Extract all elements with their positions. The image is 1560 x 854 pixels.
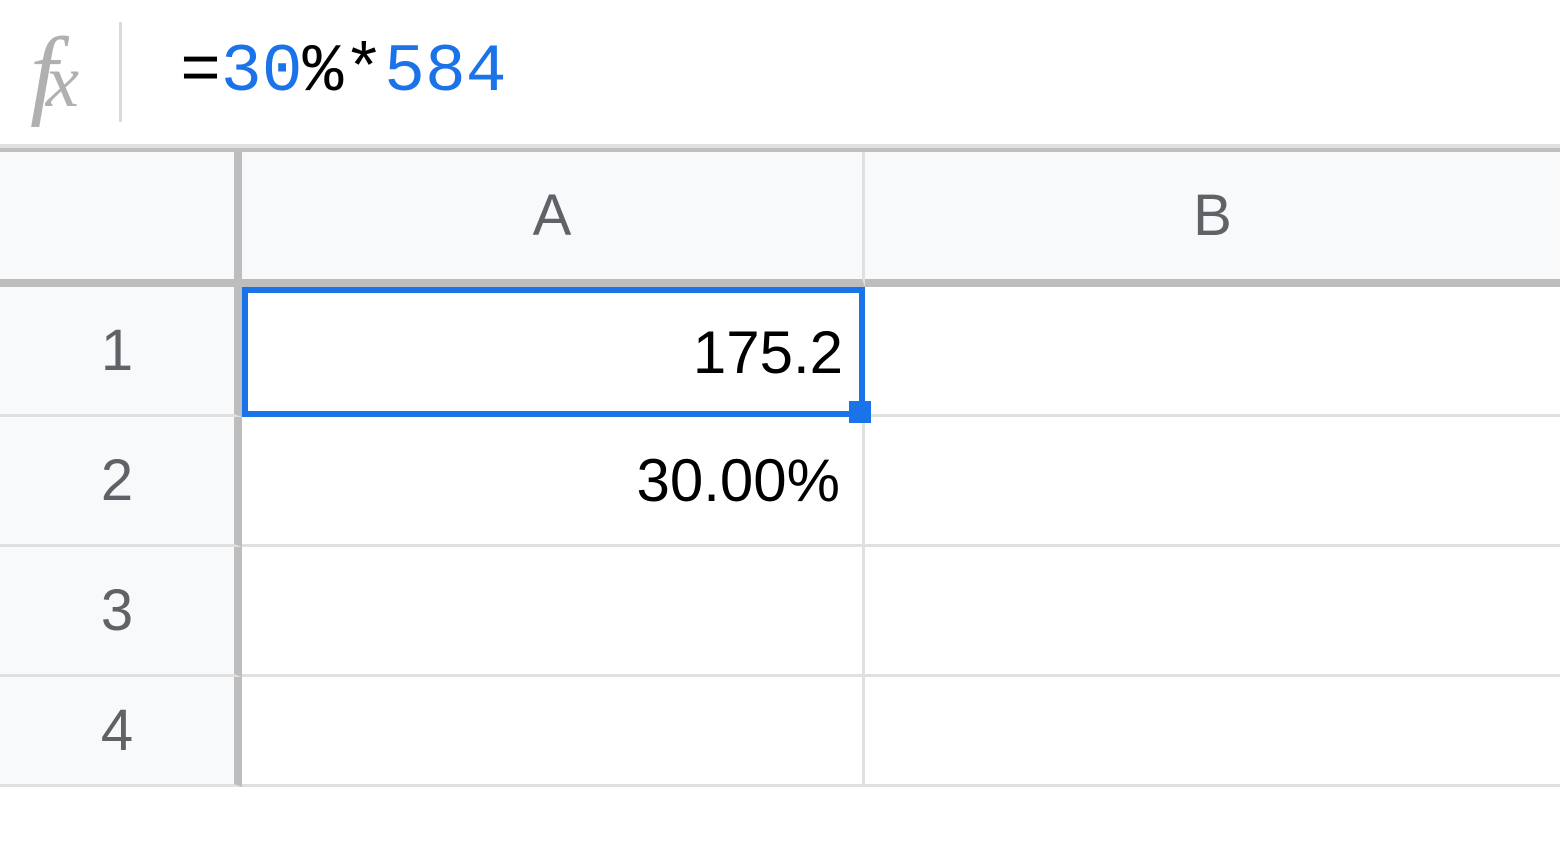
column-header-row: A B	[0, 152, 1560, 287]
cell-a1[interactable]: 175.2	[242, 287, 865, 417]
row-1: 1 175.2	[0, 287, 1560, 417]
row-header-4[interactable]: 4	[0, 677, 242, 787]
cell-a4[interactable]	[242, 677, 865, 787]
formula-equals: =	[180, 34, 221, 111]
column-header-a[interactable]: A	[242, 152, 865, 287]
cell-a3[interactable]	[242, 547, 865, 677]
cell-a2-value: 30.00%	[637, 446, 841, 515]
row-header-3[interactable]: 3	[0, 547, 242, 677]
cell-b3[interactable]	[865, 547, 1560, 677]
cell-a1-value: 175.2	[693, 318, 843, 387]
spreadsheet-grid: A B 1 175.2 2 30.00% 3 4	[0, 148, 1560, 787]
formula-star: *	[343, 34, 384, 111]
column-header-b[interactable]: B	[865, 152, 1560, 287]
cell-b4[interactable]	[865, 677, 1560, 787]
formula-input[interactable]: =30%*584	[180, 34, 506, 111]
selection-fill-handle[interactable]	[849, 401, 871, 423]
cell-b1[interactable]	[865, 287, 1560, 417]
row-header-1[interactable]: 1	[0, 287, 242, 417]
formula-bar: fx =30%*584	[0, 0, 1560, 148]
row-header-2[interactable]: 2	[0, 417, 242, 547]
row-2: 2 30.00%	[0, 417, 1560, 547]
formula-pct: %	[303, 34, 344, 111]
row-4: 4	[0, 677, 1560, 787]
fx-icon: fx	[30, 15, 119, 130]
formula-num1: 30	[221, 34, 303, 111]
formula-num2: 584	[384, 34, 506, 111]
cell-a2[interactable]: 30.00%	[242, 417, 865, 547]
fx-divider	[119, 22, 122, 122]
cell-b2[interactable]	[865, 417, 1560, 547]
row-3: 3	[0, 547, 1560, 677]
select-all-corner[interactable]	[0, 152, 242, 287]
